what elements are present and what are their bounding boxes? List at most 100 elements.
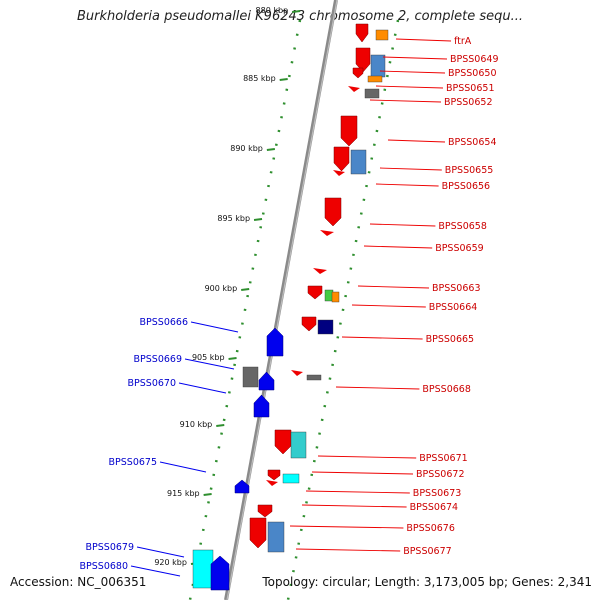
reverse-gene-leader-line [159, 461, 207, 473]
reverse-gene-arrow [210, 555, 230, 591]
kbp-tick-mark [228, 357, 237, 360]
reverse-gene-label: BPSS0666 [140, 317, 188, 328]
forward-gene-leader-line [357, 285, 430, 289]
rna-gene-box [375, 29, 389, 41]
forward-gene-leader-line [369, 223, 436, 227]
reverse-gene-leader-line [136, 546, 185, 558]
forward-gene-label: BPSS0655 [445, 165, 493, 176]
rna-gene-box [367, 75, 383, 83]
reverse-gene-leader-line [190, 321, 239, 333]
forward-gene-leader-line [395, 38, 452, 42]
forward-gene-leader-line [341, 336, 423, 340]
reverse-gene-label: BPSS0675 [109, 457, 157, 468]
map-title: Burkholderia pseudomallei K96243 chromos… [76, 9, 524, 24]
forward-gene-arrow [340, 115, 358, 147]
kbp-tick-mark [241, 288, 250, 291]
reverse-gene-label: BPSS0670 [128, 378, 176, 389]
forward-gene-label: BPSS0650 [448, 68, 496, 79]
pseudo-gene-box [282, 473, 300, 484]
forward-gene-leader-line [387, 139, 446, 143]
forward-gene-label: BPSS0672 [416, 469, 464, 480]
pseudo-gene-box [317, 319, 334, 335]
reverse-gene-leader-line [130, 565, 181, 577]
reverse-gene-leader-line [178, 382, 227, 394]
forward-gene-label: BPSS0664 [429, 302, 477, 313]
kbp-tick-mark [292, 10, 301, 13]
pseudo-gene-box [350, 149, 367, 175]
forward-gene-label: BPSS0674 [410, 502, 458, 513]
kbp-tick-label: 880 kbp [256, 6, 289, 15]
reverse-gene-arrow [258, 371, 275, 391]
forward-gene-label: BPSS0654 [448, 137, 496, 148]
reverse-gene-arrow [266, 327, 284, 357]
kbp-tick-label: 885 kbp [243, 74, 276, 83]
kbp-tick-label: 915 kbp [167, 489, 200, 498]
kbp-tick-mark [203, 493, 212, 496]
topology-text: Topology: circular; Length: 3,173,005 bp… [262, 575, 592, 589]
forward-gene-leader-line [363, 245, 433, 249]
forward-gene-label: BPSS0677 [403, 546, 451, 557]
forward-gene-label: BPSS0668 [422, 384, 470, 395]
kbp-tick-mark [253, 218, 263, 221]
pseudo-gene-box [364, 88, 380, 99]
forward-gene-label: BPSS0651 [446, 83, 494, 94]
forward-gene-arrow [291, 370, 303, 376]
forward-gene-arrow [355, 23, 369, 43]
forward-gene-leader-line [317, 455, 417, 459]
forward-gene-label: BPSS0676 [406, 523, 454, 534]
forward-gene-arrow [348, 86, 360, 92]
reverse-gene-leader-line [184, 358, 235, 370]
forward-gene-label: BPSS0671 [419, 453, 467, 464]
forward-gene-leader-line [351, 304, 426, 308]
forward-gene-label: BPSS0656 [442, 181, 490, 192]
right-dotted-track [286, 19, 400, 600]
forward-gene-arrow [333, 146, 350, 172]
kbp-tick-mark [266, 148, 275, 151]
kbp-tick-mark [279, 78, 288, 81]
forward-gene-arrow [267, 469, 281, 481]
forward-gene-arrow [355, 47, 371, 73]
pseudo-gene-box [306, 374, 322, 381]
rna-gene-box [331, 291, 340, 303]
kbp-tick-label: 920 kbp [154, 558, 187, 567]
kbp-tick-label: 905 kbp [192, 353, 225, 362]
accession-text: Accession: NC_006351 [10, 575, 147, 589]
forward-gene-leader-line [301, 504, 407, 508]
forward-gene-arrow [257, 504, 273, 518]
forward-gene-arrow [307, 285, 323, 300]
forward-gene-leader-line [379, 70, 446, 74]
forward-gene-arrow [320, 230, 334, 236]
pseudo-gene-box [370, 54, 386, 78]
kbp-tick-mark [216, 424, 225, 427]
forward-gene-leader-line [335, 386, 420, 390]
chromosome-backbone-highlight [226, 0, 338, 600]
pseudo-gene-box [267, 521, 285, 553]
pseudo-gene-box [242, 366, 259, 388]
forward-gene-arrow [324, 197, 342, 227]
forward-gene-arrow [274, 429, 292, 455]
forward-gene-label: ftrA [454, 36, 472, 47]
chromosome-backbone [224, 0, 338, 600]
reverse-gene-arrow [234, 479, 250, 494]
forward-gene-label: BPSS0658 [438, 221, 486, 232]
forward-gene-arrow [352, 67, 364, 79]
reverse-gene-label: BPSS0679 [86, 542, 134, 553]
kbp-tick-label: 895 kbp [217, 214, 250, 223]
pseudo-gene-box [290, 431, 307, 459]
reverse-gene-label: BPSS0680 [80, 561, 128, 572]
forward-gene-arrow [301, 316, 317, 332]
rna-gene-box [324, 289, 334, 302]
forward-gene-arrow [313, 268, 327, 274]
forward-gene-label: BPSS0659 [435, 243, 483, 254]
forward-gene-leader-line [375, 85, 444, 89]
forward-gene-label: BPSS0649 [450, 54, 498, 65]
forward-gene-leader-line [295, 548, 401, 552]
forward-gene-label: BPSS0652 [444, 97, 492, 108]
forward-gene-leader-line [311, 471, 414, 475]
forward-gene-arrow [266, 480, 278, 486]
kbp-tick-label: 900 kbp [205, 284, 238, 293]
forward-gene-arrow [333, 170, 345, 176]
reverse-gene-arrow [253, 394, 270, 418]
forward-gene-leader-line [369, 99, 442, 103]
